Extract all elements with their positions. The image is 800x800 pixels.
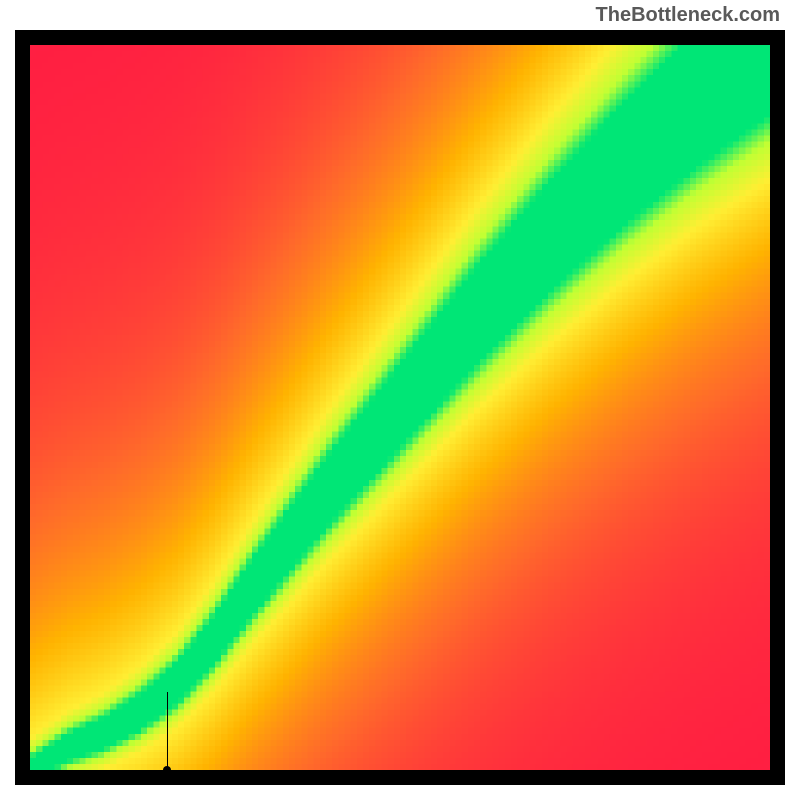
crosshair-dot (163, 766, 171, 770)
plot-frame (15, 30, 785, 785)
heatmap-plot (30, 45, 770, 770)
watermark-text: TheBottleneck.com (596, 4, 780, 27)
crosshair-vertical-line (167, 692, 168, 770)
